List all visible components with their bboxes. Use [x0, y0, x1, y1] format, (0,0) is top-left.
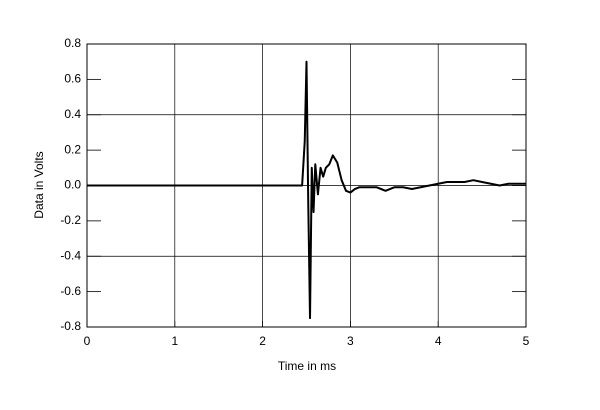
data-line	[87, 60, 526, 320]
x-axis-label: Time in ms	[278, 359, 336, 373]
y-tick-label: -0.6	[60, 284, 81, 298]
y-tick-label: 0.8	[64, 36, 81, 50]
y-tick-label: -0.2	[60, 213, 81, 227]
y-tick-label: -0.8	[60, 319, 81, 333]
y-tick-label: 0.6	[64, 72, 81, 86]
y-tick-label: 0.2	[64, 142, 81, 156]
x-tick-label: 2	[259, 334, 266, 348]
x-tick-label: 0	[84, 334, 91, 348]
y-axis-label: Data in Volts	[32, 151, 46, 218]
x-tick-label: 1	[171, 334, 178, 348]
x-tick-label: 3	[347, 334, 354, 348]
y-tick-label: 0.4	[64, 107, 81, 121]
y-tick-label: 0.0	[64, 178, 81, 192]
y-tick-label: -0.4	[60, 248, 81, 262]
x-tick-label: 4	[435, 334, 442, 348]
x-tick-label: 5	[523, 334, 530, 348]
